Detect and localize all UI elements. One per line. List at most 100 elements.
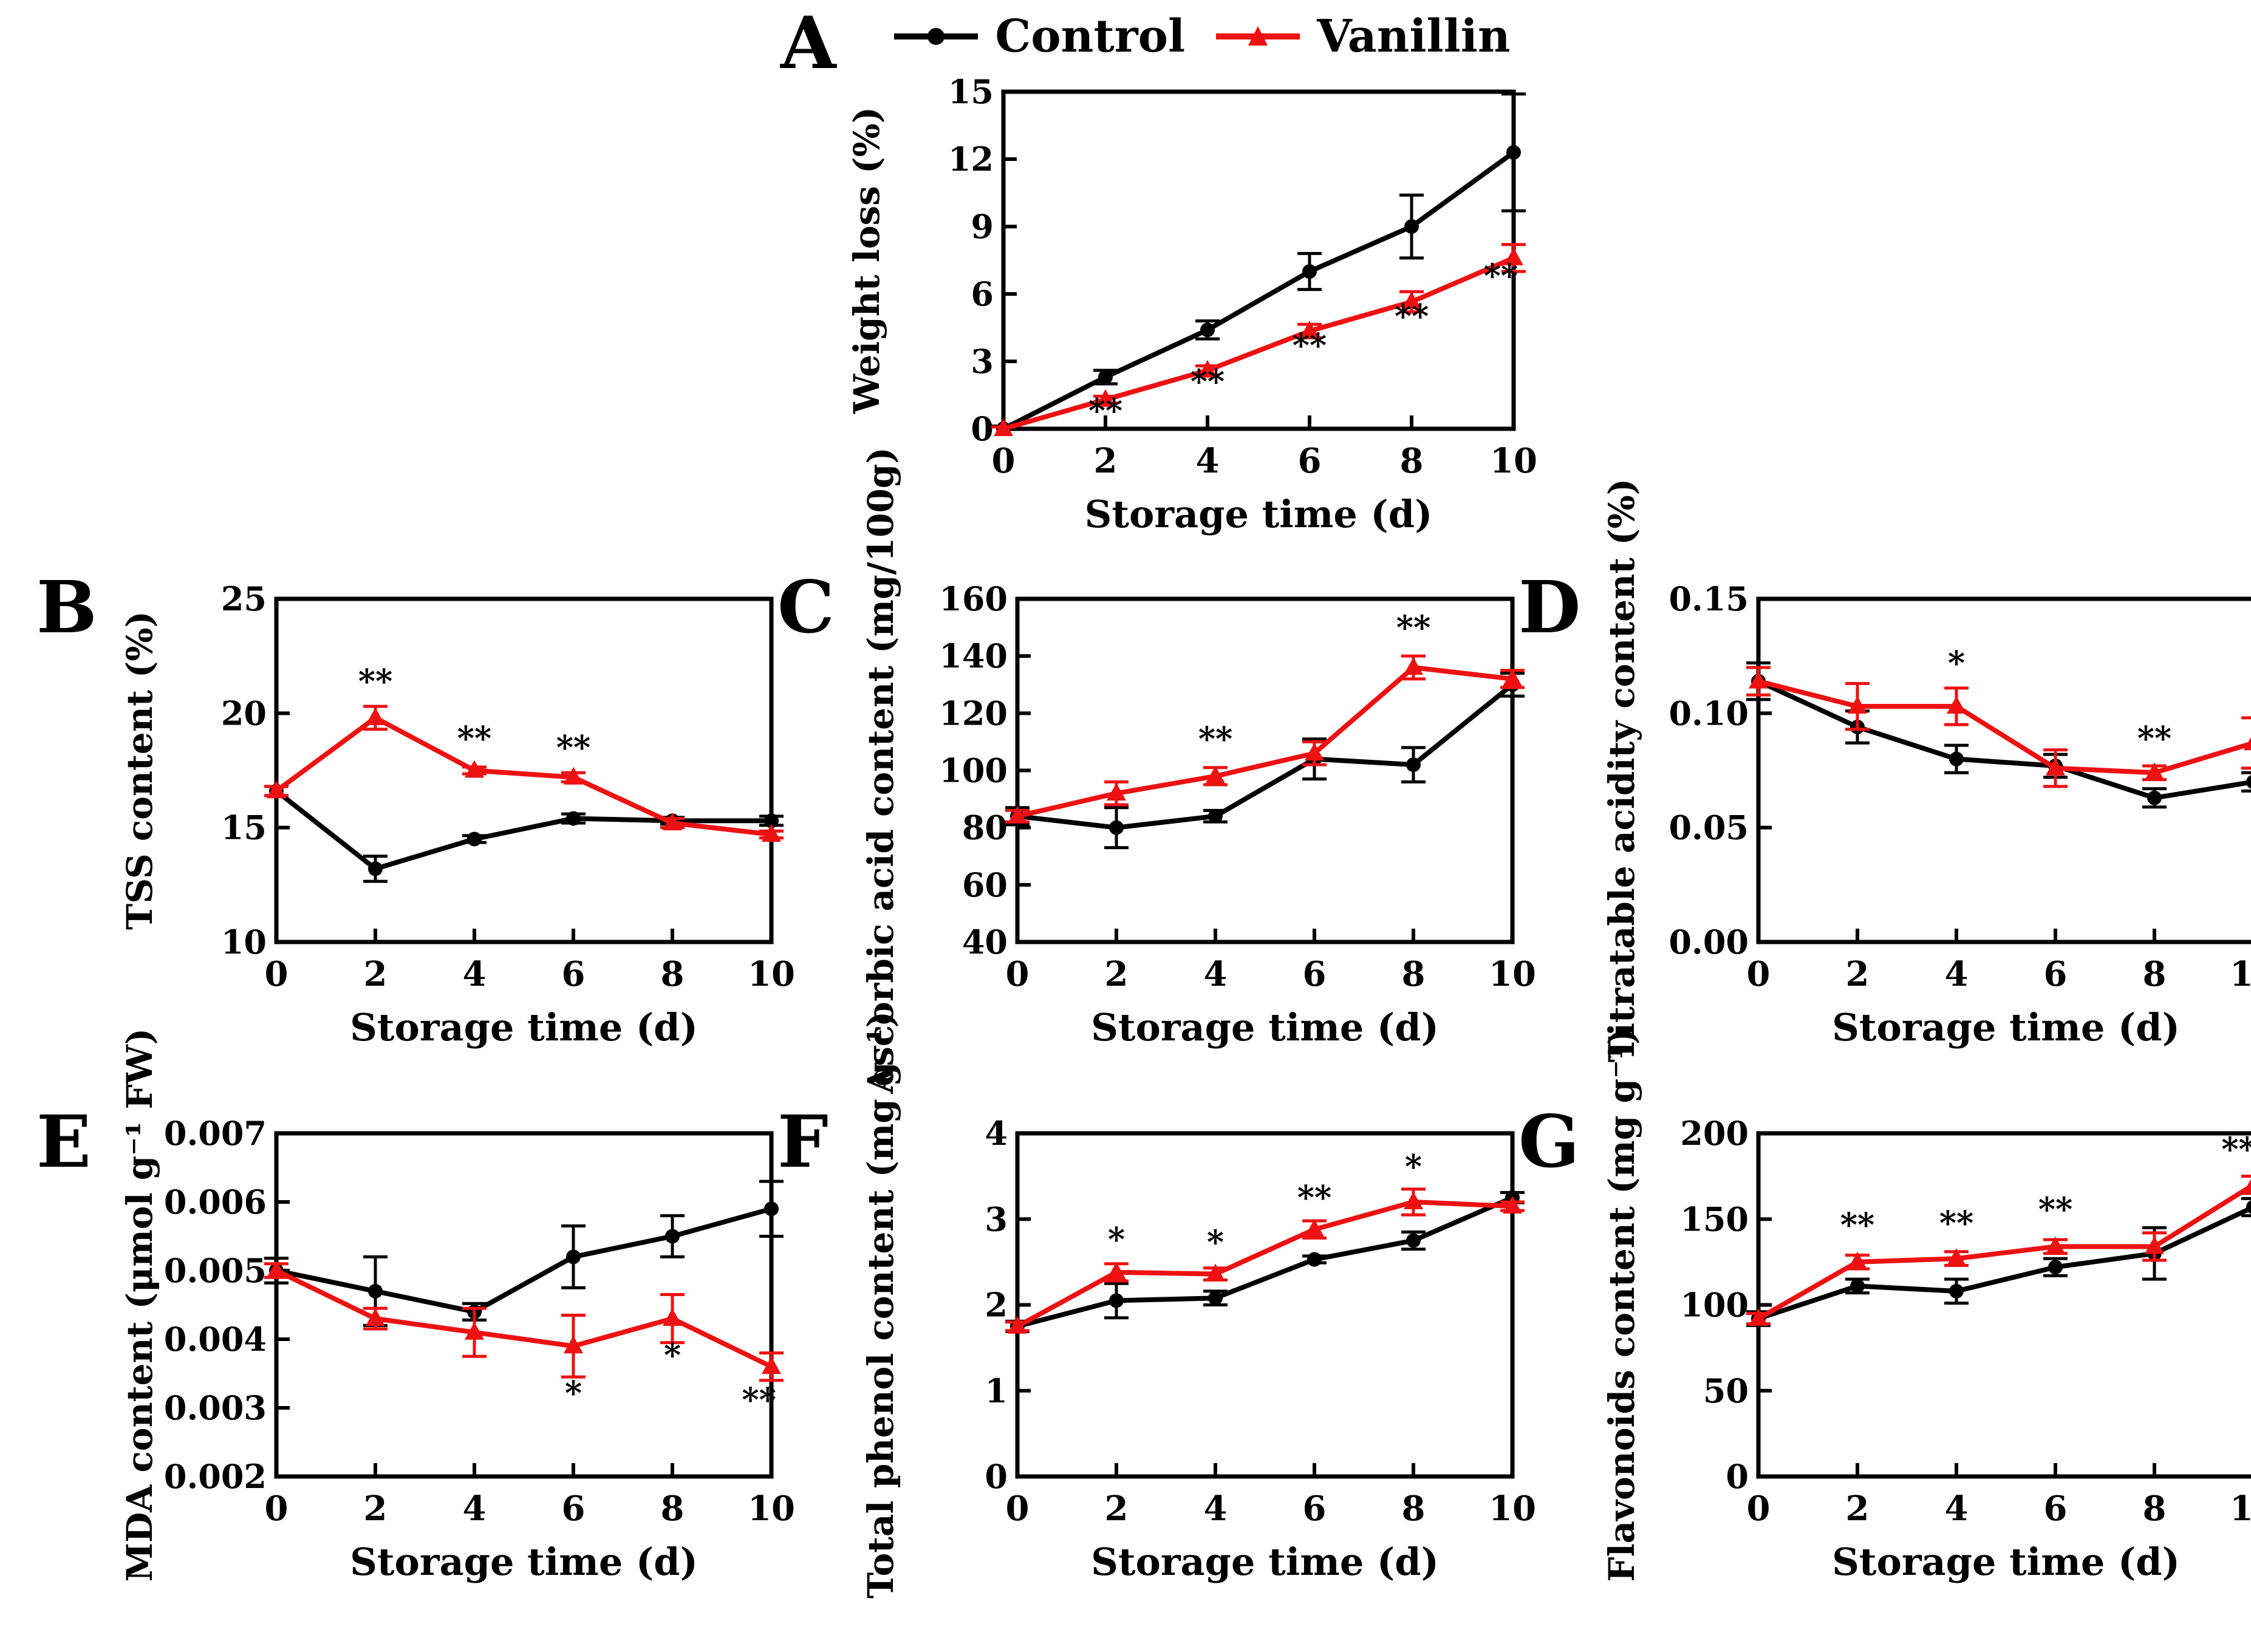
- y-tick-label: 0.004: [164, 1320, 267, 1359]
- legend-item-vanillin: Vanillin: [1212, 14, 1511, 59]
- x-tick-label: 4: [1945, 1489, 1969, 1529]
- x-tick-label: 2: [1105, 1489, 1129, 1529]
- significance-marker: **: [2137, 719, 2171, 758]
- x-tick-label: 2: [1105, 954, 1129, 994]
- series-line: [1757, 1205, 2251, 1321]
- data-point-marker: [465, 1322, 484, 1340]
- y-tick-label: 4: [985, 1114, 1008, 1153]
- significance-marker: **: [1840, 1206, 1874, 1244]
- x-tick-label: 8: [1402, 954, 1426, 994]
- plot-box: [1001, 89, 1516, 431]
- legend-label-vanillin: Vanillin: [1317, 10, 1511, 63]
- y-tick-label: 0.005: [164, 1251, 267, 1290]
- y-tick-label: 40: [962, 923, 1008, 961]
- y-tick-label: 15: [221, 808, 267, 847]
- x-tick-label: 4: [1195, 441, 1219, 481]
- data-point-marker: [1305, 743, 1324, 761]
- data-point-marker: [2244, 1179, 2251, 1192]
- series-line: [1016, 1195, 1514, 1329]
- data-point-marker: [1109, 820, 1124, 835]
- series-line: [275, 789, 771, 872]
- panel-a: A Control Vanil: [781, 7, 1550, 559]
- x-tick-label: 8: [661, 954, 685, 994]
- data-point-marker: [1095, 389, 1115, 407]
- series-control: [264, 1179, 784, 1327]
- significance-marker: **: [1396, 608, 1430, 647]
- y-axis-label: Ascorbic acid content (mg/100g): [860, 447, 901, 1094]
- data-point-marker: [764, 1201, 779, 1217]
- series-line: [1016, 1200, 1513, 1329]
- y-tick-label: 20: [221, 694, 267, 732]
- x-tick-label: 8: [1399, 441, 1423, 481]
- plot-box: [274, 596, 774, 944]
- axes-D: 0 2 4 6 8 10 0.00 0.05 0.10 0.15 Storage time (d) T…: [1601, 479, 2251, 1062]
- series-control: [1005, 1190, 1525, 1334]
- x-tick-label: 0: [991, 441, 1015, 481]
- y-tick-label: 100: [1680, 1286, 1749, 1325]
- y-tick-label: 150: [1680, 1200, 1749, 1238]
- data-point-marker: [366, 707, 385, 725]
- x-tick-label: 6: [562, 1489, 586, 1529]
- series-line: [276, 1206, 773, 1314]
- data-point-marker: [1848, 696, 1867, 714]
- chart-flavonoids: 0246810050100150200Storage time (d)Flavo…: [1601, 1028, 2251, 1584]
- x-tick-label: 2: [1846, 1489, 1870, 1529]
- plot-box: [1015, 596, 1515, 944]
- row-panels-efg: E 0 2 4 6 8 10 0.002 0.003 0.004 0.005 0.006 0.007 S…: [0, 1011, 2251, 1616]
- data-point-marker: [1749, 671, 1768, 689]
- y-tick-label: 0.006: [164, 1183, 267, 1221]
- significance-marker: **: [1292, 326, 1326, 365]
- x-tick-label: 10: [2230, 954, 2251, 994]
- chart-ascorbic-acid: 0 2 4 6 8 10 40 60 80 100 120 140 160 Storage time (d…: [860, 447, 1536, 1094]
- panel-a-stack: Control Vanillin 0 2 4 6 8 10 0 3 6 9 12 15 Storage …: [846, 7, 1550, 559]
- x-tick-label: 6: [2044, 954, 2068, 994]
- data-point-marker: [1404, 219, 1419, 234]
- data-point-marker: [1506, 145, 1521, 160]
- x-axis-label: Storage time (d): [350, 1540, 698, 1584]
- data-point-marker: [564, 766, 583, 785]
- data-point-marker: [2244, 737, 2251, 751]
- y-axis-label: Total phenol content (mg g⁻¹): [860, 1011, 901, 1599]
- significance-marker: **: [1190, 362, 1224, 401]
- data-point-marker: [368, 1283, 383, 1299]
- plot-box: [1756, 1131, 2251, 1479]
- y-tick-label: 60: [962, 865, 1008, 904]
- x-tick-label: 6: [1297, 441, 1321, 481]
- y-tick-label: 9: [971, 207, 994, 246]
- data-point-marker: [663, 1308, 682, 1326]
- x-tick-label: 6: [562, 954, 586, 994]
- data-point-marker: [663, 813, 682, 831]
- row-panel-a: A Control Vanil: [0, 0, 2251, 559]
- data-point-marker: [764, 813, 779, 828]
- chart-weight-loss: 0 2 4 6 8 10 0 3 6 9 12 15 Storage time (d) Weight lo…: [846, 72, 1537, 536]
- y-axis-label: Flavonoids content (mg g⁻¹): [1601, 1028, 1642, 1582]
- y-tick-label: 12: [948, 140, 993, 179]
- x-tick-label: 4: [463, 1489, 487, 1529]
- significance-marker: **: [2221, 1130, 2251, 1169]
- series-vanillin: [1005, 654, 1525, 824]
- data-point-marker: [1305, 1219, 1324, 1237]
- significance-marker: *: [664, 1336, 681, 1374]
- x-axis-label: Storage time (d): [1091, 1005, 1439, 1050]
- data-point-marker: [1107, 1261, 1126, 1280]
- y-tick-label: 140: [939, 637, 1008, 675]
- series-line: [1757, 678, 2251, 800]
- x-axis-label: Storage time (d): [350, 1005, 698, 1050]
- x-tick-label: 4: [1204, 1489, 1228, 1529]
- data-point-marker: [1299, 321, 1319, 339]
- data-point-marker: [566, 811, 581, 826]
- y-axis-label: TSS content (%): [119, 611, 160, 930]
- chart-tss-content: 0 2 4 6 8 10 10 15 20 25 Storage time (d) TSS conte…: [119, 579, 795, 1050]
- x-tick-label: 0: [265, 954, 289, 994]
- y-tick-label: 160: [939, 579, 1008, 618]
- data-point-marker: [1208, 1291, 1223, 1306]
- panel-label-b: B: [36, 565, 97, 649]
- y-tick-label: 2: [985, 1286, 1008, 1325]
- significance-marker: **: [1394, 297, 1428, 336]
- panel-e: E 0 2 4 6 8 10 0.002 0.003 0.004 0.005 0.006 0.007 S…: [36, 1028, 795, 1616]
- x-tick-label: 6: [2044, 1489, 2068, 1529]
- data-point-marker: [1401, 291, 1421, 309]
- significance-marker: **: [1088, 391, 1122, 430]
- y-tick-label: 1: [985, 1371, 1008, 1410]
- data-point-marker: [1109, 1293, 1124, 1308]
